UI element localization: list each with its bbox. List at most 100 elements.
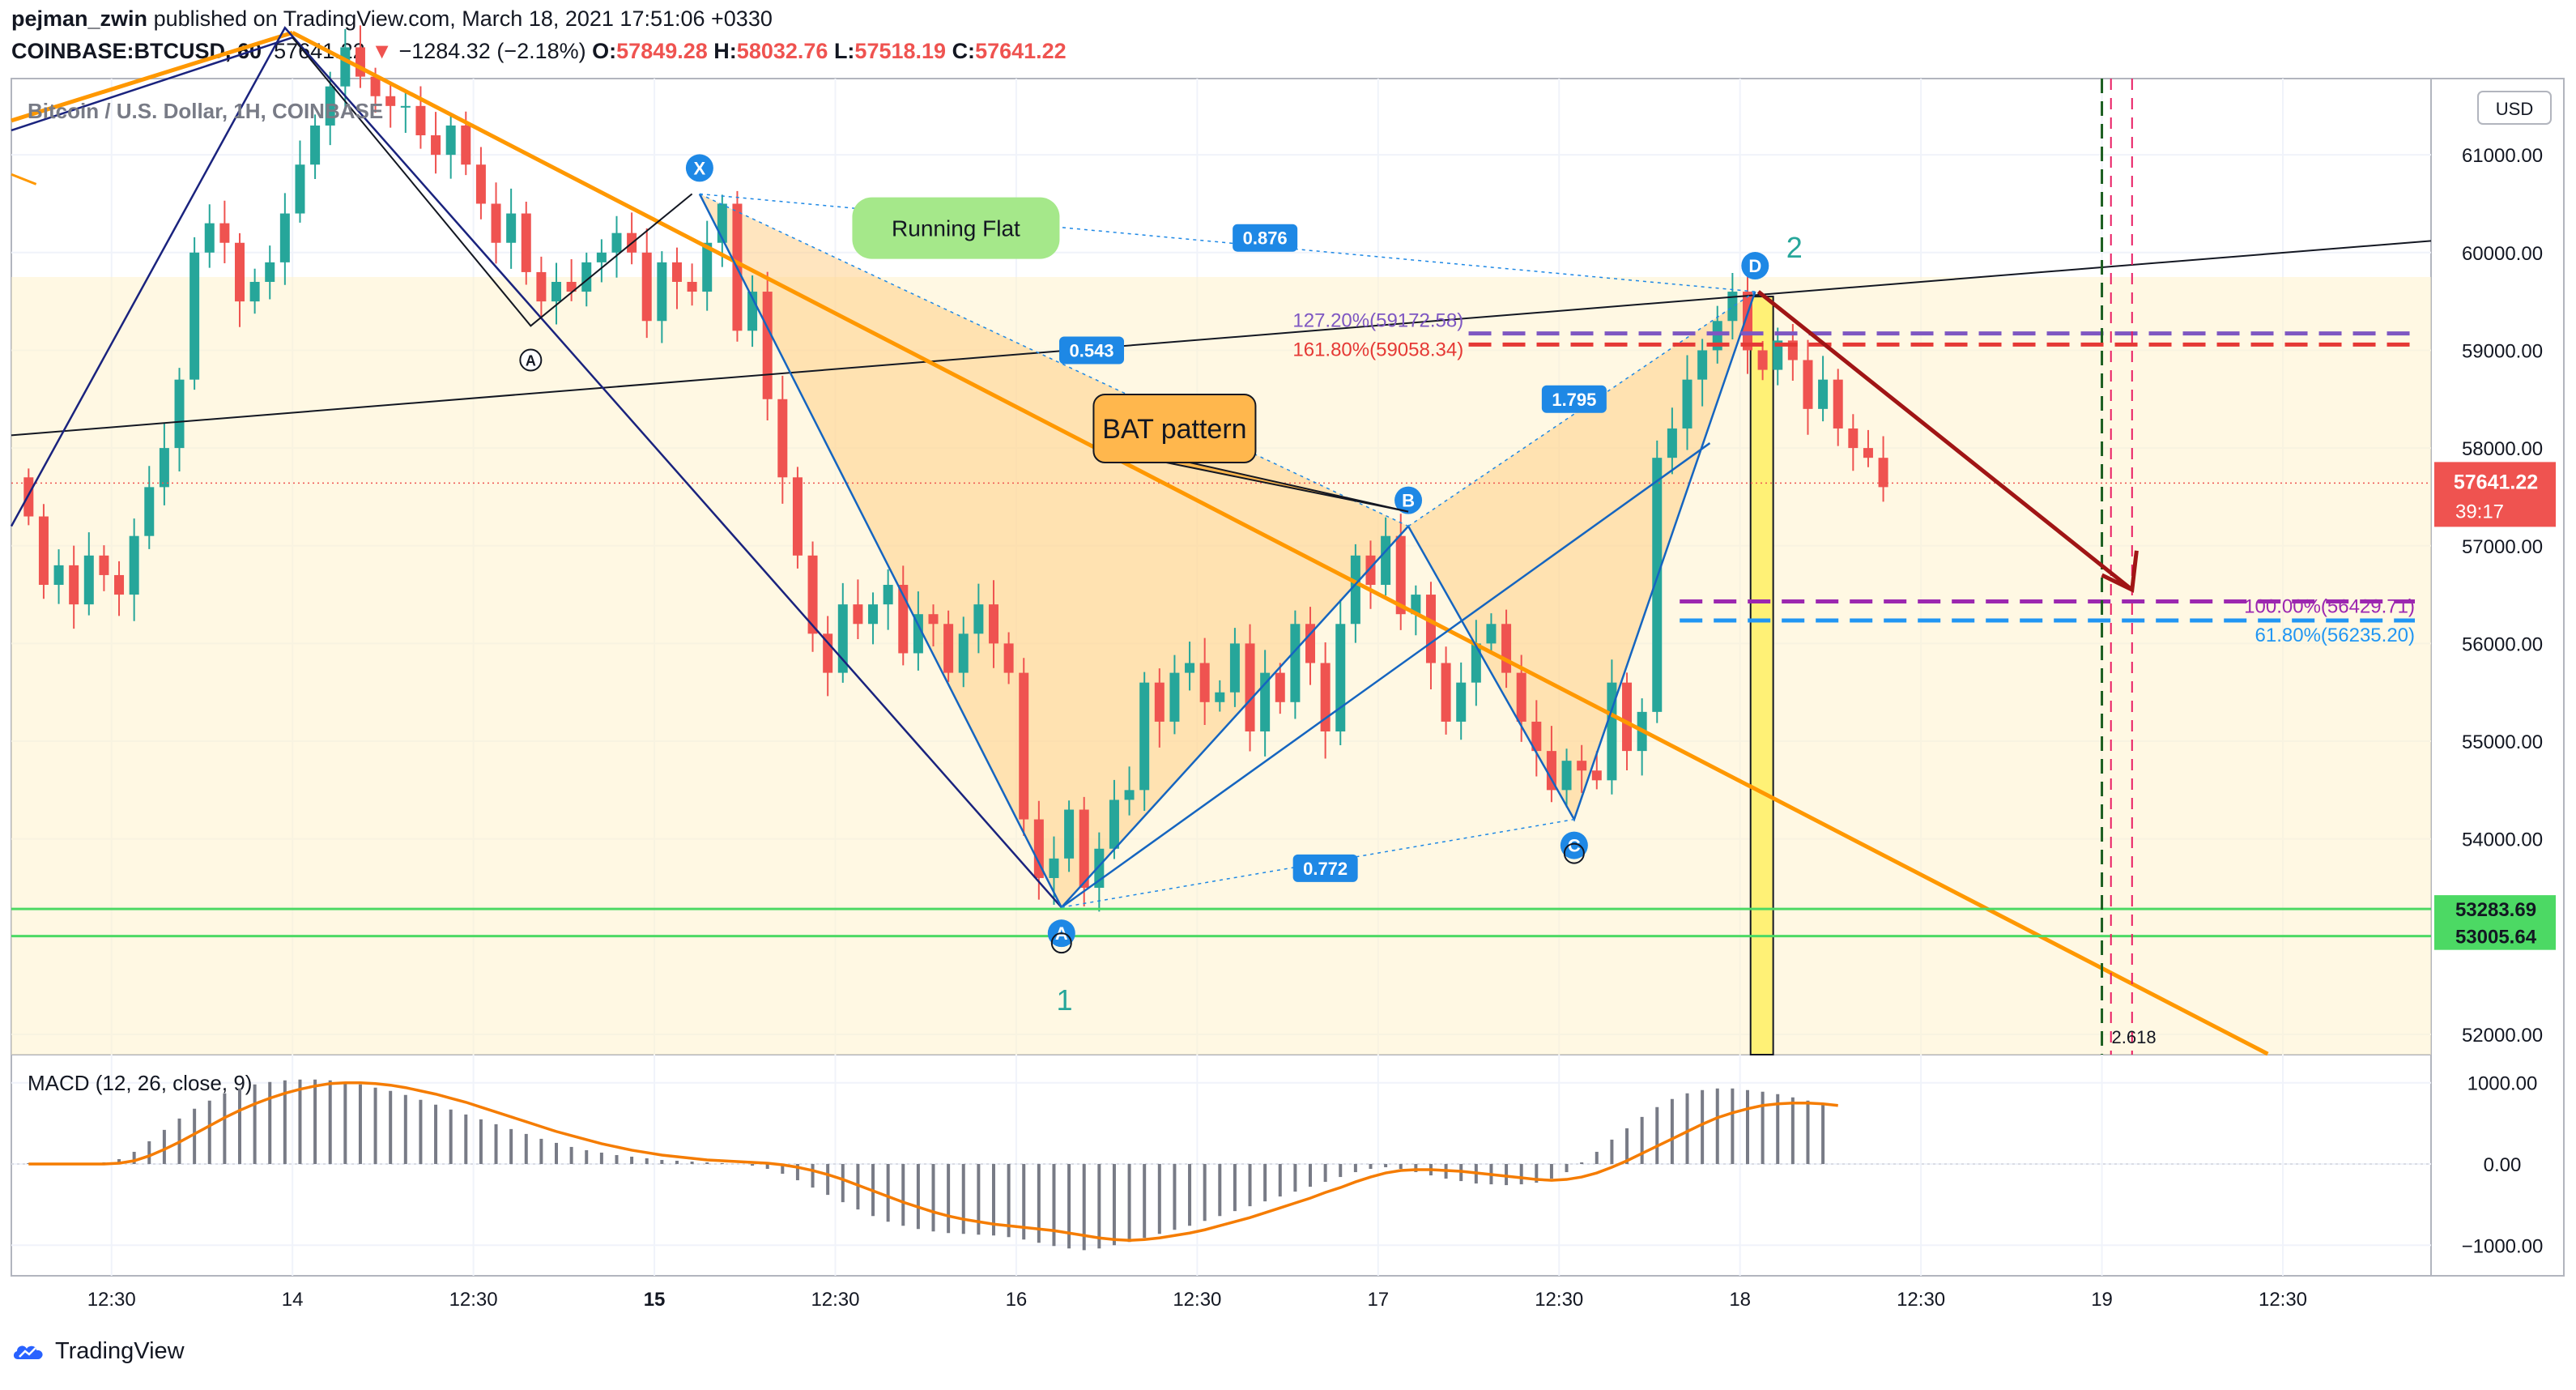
candle xyxy=(69,545,79,629)
ratio-badge-bg xyxy=(1059,336,1125,365)
price-tick-label: 61000.00 xyxy=(2462,145,2543,167)
candle-body xyxy=(1848,428,1859,449)
candle xyxy=(596,239,607,283)
candle-body xyxy=(1878,458,1888,488)
candle-body xyxy=(1607,682,1617,781)
candle xyxy=(1229,628,1240,707)
candle-body xyxy=(1199,663,1210,702)
candle-body xyxy=(1803,360,1813,409)
candle xyxy=(1124,766,1135,816)
candle-body xyxy=(1019,672,1029,820)
candle xyxy=(777,375,788,504)
candle-body xyxy=(1049,858,1059,878)
candle-body xyxy=(1154,682,1165,722)
last-price-box xyxy=(2434,462,2556,527)
candle-body xyxy=(1260,672,1271,731)
support-axis-label: 53005.64 xyxy=(2455,927,2537,949)
candle xyxy=(1591,751,1602,790)
symbol-name: COINBASE:BTCUSD, 60 xyxy=(11,39,262,63)
candle-body xyxy=(988,604,998,644)
candle xyxy=(641,228,652,339)
xab-triangle xyxy=(699,194,1409,908)
candle xyxy=(1652,440,1663,723)
price-tick-label: 58000.00 xyxy=(2462,438,2543,460)
point-letter: C xyxy=(1568,836,1581,856)
candle xyxy=(868,592,879,645)
candle-body xyxy=(1757,350,1768,370)
candle-body xyxy=(491,203,501,243)
candle xyxy=(1682,355,1692,450)
candle xyxy=(1607,659,1617,795)
wave-2-label: 2 xyxy=(1786,231,1803,264)
candle xyxy=(958,616,969,688)
candle xyxy=(1290,610,1301,719)
candle-body xyxy=(1501,624,1512,673)
candle xyxy=(1697,339,1708,407)
macd-tick-label: 1000.00 xyxy=(2467,1073,2538,1095)
candle-body xyxy=(913,614,923,654)
candle-body xyxy=(400,105,411,108)
currency-badge xyxy=(2477,91,2552,125)
candle-body xyxy=(1064,809,1075,859)
candles xyxy=(23,25,1888,912)
point-badge xyxy=(1394,486,1423,514)
point-label-X: X xyxy=(685,154,713,182)
candle-body xyxy=(1577,761,1587,771)
rising-trendline xyxy=(11,240,2432,437)
candle-body xyxy=(551,281,562,302)
candle xyxy=(1878,436,1888,502)
orange-falling-line xyxy=(292,31,2269,1056)
running-flat-bubble xyxy=(852,197,1060,259)
candle xyxy=(1803,339,1813,435)
support-axis-label: 53283.69 xyxy=(2455,899,2536,921)
candle-body xyxy=(38,516,49,586)
candle xyxy=(174,368,185,472)
candle-body xyxy=(973,604,984,634)
ratio-badge: 0.772 xyxy=(1292,854,1358,882)
candle xyxy=(234,232,245,327)
candle-body xyxy=(1290,624,1301,702)
point-letter: B xyxy=(1402,491,1415,511)
candle-body xyxy=(99,555,109,575)
candle-body xyxy=(1365,555,1376,586)
open-value: 57849.28 xyxy=(616,39,708,63)
candle xyxy=(1245,624,1255,752)
candle xyxy=(1411,585,1421,636)
point-letter: X xyxy=(694,158,706,178)
candle xyxy=(1773,327,1783,386)
candle xyxy=(883,569,893,630)
support-axis-box xyxy=(2434,922,2556,950)
candle-body xyxy=(69,565,79,605)
candle xyxy=(1425,582,1436,689)
candle xyxy=(1154,668,1165,748)
candle-body xyxy=(641,252,652,322)
candle-body xyxy=(657,262,667,322)
ratio-badge: 1.795 xyxy=(1541,385,1607,413)
candle xyxy=(792,467,803,569)
price-tick-label: 60000.00 xyxy=(2462,243,2543,265)
candle xyxy=(1064,800,1075,872)
ratio-badge-text: 0.543 xyxy=(1069,340,1113,360)
price-tick-label: 55000.00 xyxy=(2462,731,2543,753)
candle-body xyxy=(1425,595,1436,663)
candle xyxy=(491,182,501,264)
price-axis: USD52000.0053000.0054000.0055000.0056000… xyxy=(2434,91,2556,1257)
candle xyxy=(551,262,562,325)
tradingview-logo[interactable]: TradingView xyxy=(11,1338,185,1365)
candle xyxy=(1185,642,1195,691)
time-tick-label: 14 xyxy=(282,1289,304,1311)
candle-body xyxy=(958,633,969,673)
price-change: −1284.32 (−2.18%) xyxy=(398,39,586,63)
candle-body xyxy=(1591,770,1602,781)
macd-title: MACD (12, 26, close, 9) xyxy=(28,1071,252,1095)
candle xyxy=(1848,414,1859,471)
candle xyxy=(249,268,260,314)
pattern-fill xyxy=(11,194,2431,1055)
price-tick-label: 56000.00 xyxy=(2462,633,2543,655)
candle-body xyxy=(777,399,788,478)
candle xyxy=(1757,340,1768,381)
candle-body xyxy=(506,213,517,243)
candle xyxy=(702,220,713,311)
candle xyxy=(1320,642,1331,759)
